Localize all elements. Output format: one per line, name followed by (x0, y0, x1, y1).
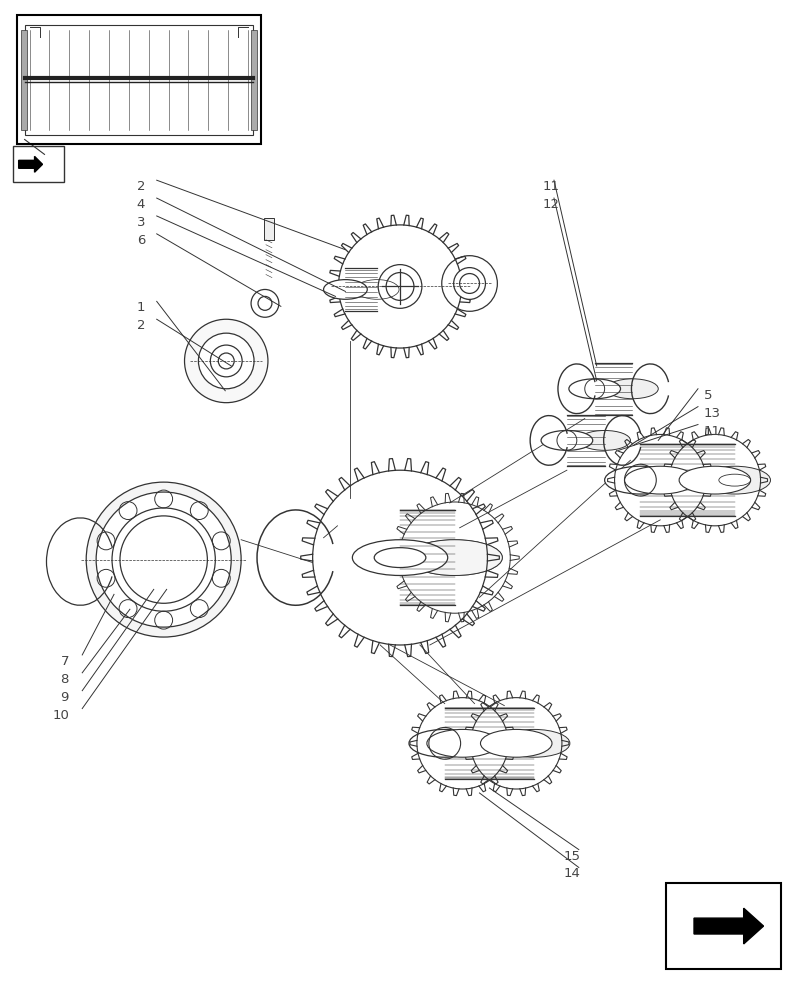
Circle shape (112, 508, 215, 611)
Polygon shape (19, 156, 42, 172)
Ellipse shape (323, 280, 367, 299)
Bar (20, 30, 27, 130)
Text: 7: 7 (60, 655, 69, 668)
Ellipse shape (569, 379, 620, 399)
Ellipse shape (540, 430, 592, 450)
Circle shape (198, 333, 254, 389)
Text: 5: 5 (703, 389, 711, 402)
Circle shape (96, 492, 231, 627)
Text: 12: 12 (542, 198, 559, 211)
Text: 11: 11 (703, 425, 720, 438)
Ellipse shape (355, 280, 398, 299)
Text: 3: 3 (137, 216, 145, 229)
Text: 13: 13 (703, 407, 720, 420)
Circle shape (184, 319, 268, 403)
Bar (24, 25, 253, 135)
Bar (17, 15, 260, 144)
Text: 2: 2 (137, 319, 145, 332)
Text: 11: 11 (542, 180, 559, 193)
Ellipse shape (578, 430, 629, 450)
Ellipse shape (480, 729, 551, 757)
Bar (665, 883, 780, 969)
Polygon shape (693, 908, 762, 944)
Ellipse shape (427, 729, 498, 757)
Bar (251, 30, 257, 130)
Text: 9: 9 (60, 691, 69, 704)
Ellipse shape (406, 540, 502, 575)
Ellipse shape (698, 466, 770, 494)
Text: 10: 10 (53, 709, 69, 722)
Text: 8: 8 (60, 673, 69, 686)
Text: 14: 14 (563, 867, 580, 880)
Circle shape (453, 268, 485, 299)
Ellipse shape (406, 540, 502, 575)
Ellipse shape (678, 466, 749, 494)
Circle shape (86, 482, 241, 637)
Circle shape (120, 516, 207, 603)
Ellipse shape (409, 729, 480, 757)
Text: 4: 4 (137, 198, 145, 211)
Circle shape (210, 345, 242, 377)
Ellipse shape (604, 466, 676, 494)
Text: 2: 2 (137, 180, 145, 193)
Bar (264, 218, 273, 240)
Text: 15: 15 (563, 850, 580, 863)
Ellipse shape (498, 729, 569, 757)
Text: 1: 1 (137, 301, 145, 314)
Ellipse shape (624, 466, 695, 494)
Ellipse shape (352, 540, 447, 575)
Ellipse shape (374, 548, 425, 568)
Ellipse shape (606, 379, 658, 399)
Text: 6: 6 (137, 234, 145, 247)
Bar (13, 146, 64, 182)
